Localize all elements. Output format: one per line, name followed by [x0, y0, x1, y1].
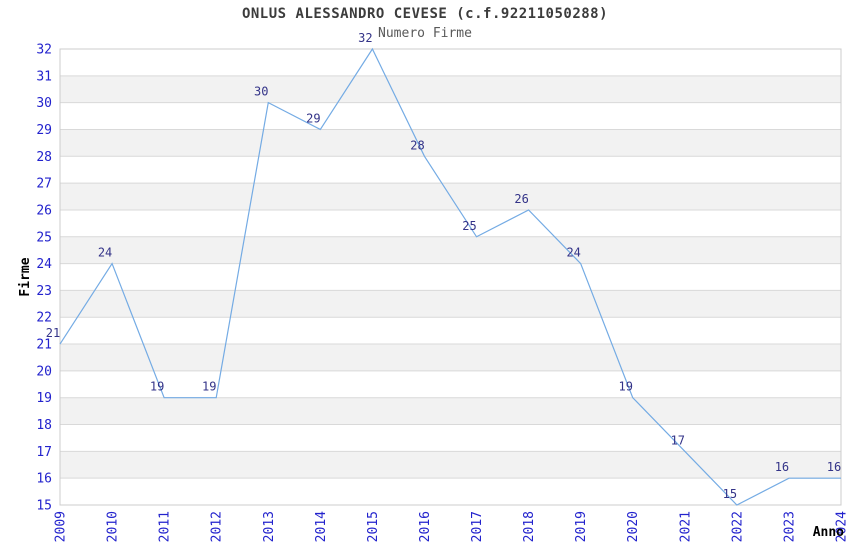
grid-band — [60, 129, 841, 157]
grid-band — [60, 317, 841, 345]
y-tick-label: 15 — [36, 499, 52, 514]
data-point-label: 29 — [306, 111, 320, 125]
y-tick-label: 23 — [36, 284, 52, 299]
x-axis-title: Anno — [812, 525, 844, 540]
series-line — [59, 47, 841, 506]
y-tick-label: 24 — [36, 257, 52, 272]
grid-band — [60, 75, 841, 103]
y-tick-label: 30 — [36, 96, 52, 111]
data-point-label: 24 — [98, 246, 112, 260]
data-point-label: 19 — [202, 380, 216, 394]
x-tick-label: 2011 — [158, 511, 173, 542]
y-tick-label: 21 — [36, 338, 52, 353]
y-tick-label: 28 — [36, 150, 52, 165]
x-tick-label: 2013 — [262, 511, 277, 542]
chart-subtitle: Numero Firme — [378, 26, 472, 41]
grid-band — [60, 478, 841, 505]
grid-band — [60, 156, 841, 184]
grid-band — [60, 344, 841, 371]
grid-band — [60, 102, 841, 130]
grid-band — [60, 370, 841, 398]
data-point-label: 28 — [410, 138, 424, 152]
y-tick-label: 18 — [36, 418, 52, 433]
data-point-label: 24 — [566, 246, 580, 260]
y-tick-label: 17 — [36, 445, 52, 460]
y-tick-label: 22 — [36, 311, 52, 326]
data-point-label: 16 — [775, 460, 789, 474]
y-tick-label: 26 — [36, 203, 52, 218]
y-tick-label: 27 — [36, 177, 52, 192]
x-tick-label: 2024 — [835, 511, 850, 542]
x-tick-label: 2021 — [678, 511, 693, 542]
data-point-label: 15 — [723, 487, 737, 501]
x-tick-label: 2016 — [418, 511, 433, 542]
x-tick-label: 2010 — [106, 511, 121, 542]
x-tick-label: 2023 — [782, 511, 797, 542]
data-point-label: 19 — [150, 380, 164, 394]
x-tick-label: 2009 — [54, 511, 69, 542]
grid-band — [60, 263, 841, 291]
grid-band — [60, 290, 841, 318]
data-point-label: 16 — [827, 460, 841, 474]
y-tick-label: 19 — [36, 391, 52, 406]
x-tick-label: 2017 — [470, 511, 485, 542]
x-tick-label: 2012 — [210, 511, 225, 542]
data-point-label: 25 — [462, 219, 476, 233]
data-point-label: 26 — [514, 192, 528, 206]
grid-band — [60, 451, 841, 479]
data-point-label: 21 — [46, 326, 60, 340]
y-tick-label: 29 — [36, 123, 52, 138]
x-tick-label: 2020 — [626, 511, 641, 542]
grid-band — [60, 236, 841, 264]
y-tick-label: 25 — [36, 230, 52, 245]
y-tick-label: 32 — [36, 43, 52, 58]
grid-band — [60, 209, 841, 237]
y-tick-label: 20 — [36, 364, 52, 379]
x-tick-label: 2018 — [522, 511, 537, 542]
data-point-label: 19 — [619, 380, 633, 394]
y-tick-label: 31 — [36, 69, 52, 84]
data-point-label: 17 — [671, 433, 685, 447]
data-point-label: 30 — [254, 85, 268, 99]
x-tick-label: 2022 — [730, 511, 745, 542]
x-tick-label: 2015 — [366, 511, 381, 542]
grid-band — [60, 424, 841, 452]
data-point-label: 32 — [358, 31, 372, 45]
y-tick-label: 16 — [36, 472, 52, 487]
chart-title: ONLUS ALESSANDRO CEVESE (c.f.92211050288… — [241, 6, 609, 22]
x-tick-label: 2019 — [574, 511, 589, 542]
x-tick-label: 2014 — [314, 511, 329, 542]
plot-border — [59, 48, 842, 506]
grid-band — [60, 49, 841, 76]
grid-band — [60, 397, 841, 425]
